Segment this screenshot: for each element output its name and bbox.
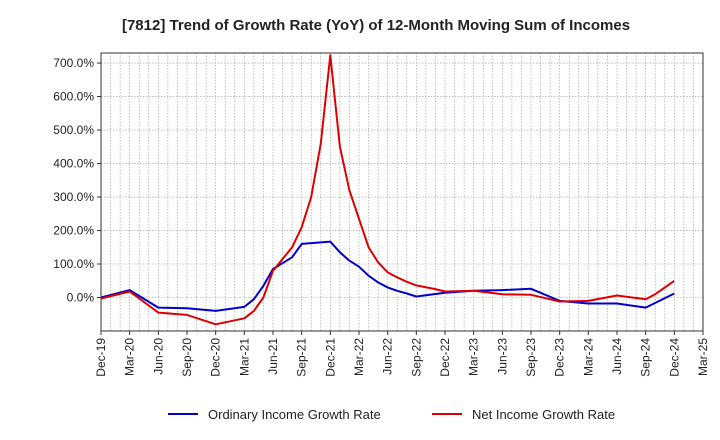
y-tick-label: 400.0% [53,157,94,171]
y-tick-label: 700.0% [53,56,94,70]
y-tick-label: 500.0% [53,123,94,137]
plot-area-frame [100,52,704,332]
chart-title: [7812] Trend of Growth Rate (YoY) of 12-… [122,17,630,34]
x-tick-label: Mar-25 [696,338,710,376]
x-tick-label: Mar-24 [581,338,595,376]
plot-lines [100,54,675,326]
x-tick-label: Sep-21 [295,338,309,377]
x-tick-label: Dec-21 [323,338,337,377]
x-tick-label: Dec-24 [667,338,681,377]
y-tick-label: 200.0% [53,224,94,238]
legend: Ordinary Income Growth Rate Net Income Gr… [168,407,615,422]
legend-label: Ordinary Income Growth Rate [208,407,381,422]
x-tick-label: Dec-22 [438,338,452,377]
x-tick-label: Jun-21 [266,338,280,375]
x-tick-label: Dec-23 [553,338,567,377]
x-tick-label: Jun-22 [381,338,395,375]
x-tick-label: Sep-20 [180,338,194,377]
y-tick-label: 100.0% [53,257,94,271]
legend-label: Net Income Growth Rate [472,407,615,422]
x-tick-label: Jun-23 [495,338,509,375]
x-tick-label: Dec-20 [209,338,223,377]
y-tick-label: 0.0% [67,291,95,305]
y-axis-ticks: 0.0% 100.0% 200.0% 300.0% 400.0% 500.0% 600.0%… [53,56,101,305]
series-line [100,54,675,326]
x-tick-label: Sep-24 [639,338,653,377]
x-tick-label: Mar-21 [237,338,251,376]
x-tick-label: Sep-22 [409,338,423,377]
x-tick-label: Jun-20 [151,338,165,375]
x-tick-label: Jun-24 [610,338,624,375]
x-tick-label: Sep-23 [524,338,538,377]
y-tick-label: 300.0% [53,190,94,204]
series-line [100,240,675,312]
x-tick-label: Dec-19 [94,338,108,377]
grid [100,53,704,331]
x-axis-ticks: Dec-19 Mar-20 Jun-20 Sep-20 Dec-20 Mar-21 Jun-… [94,331,710,377]
x-tick-label: Mar-22 [352,338,366,376]
x-tick-label: Mar-20 [123,338,137,376]
x-tick-label: Mar-23 [467,338,481,376]
y-tick-label: 600.0% [53,90,94,104]
